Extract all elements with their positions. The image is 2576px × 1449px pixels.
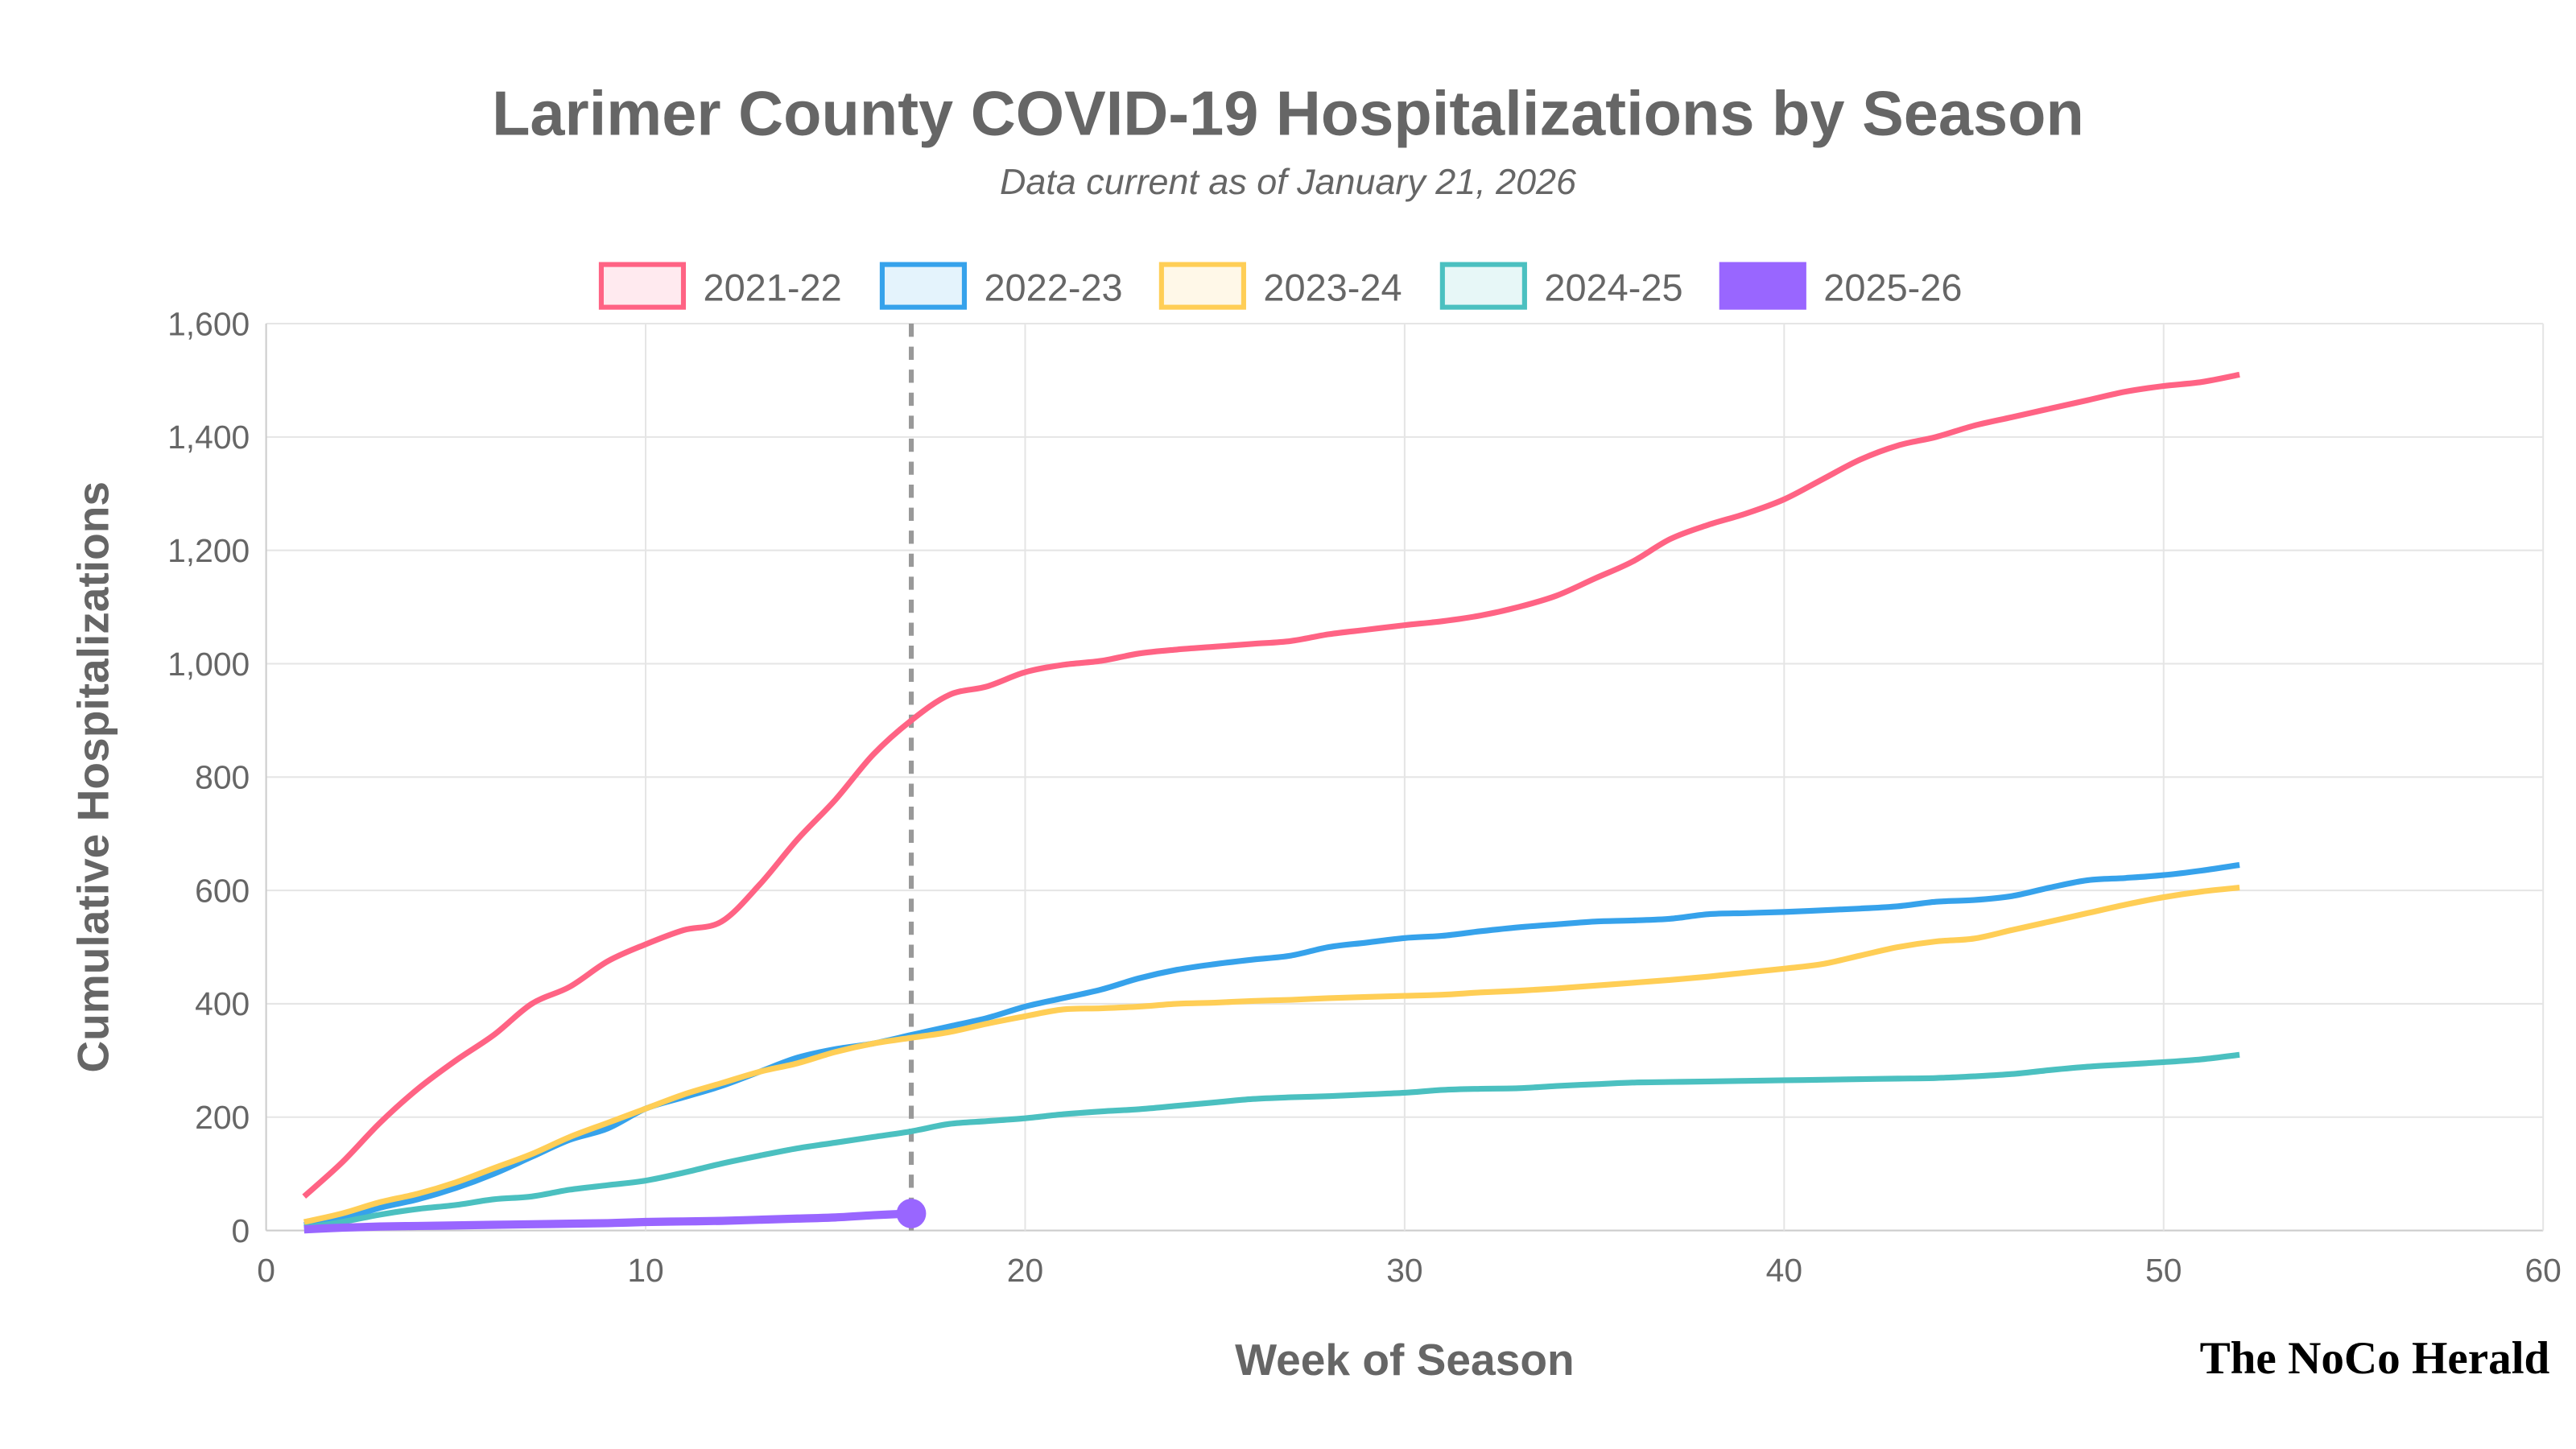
x-tick-label: 0 — [257, 1252, 275, 1289]
legend-swatch — [1158, 262, 1246, 310]
series-line-2022-23 — [303, 861, 2240, 1228]
chart-subtitle: Data current as of January 21, 2026 — [1000, 161, 1576, 202]
y-tick-label: 1,200 — [167, 532, 250, 569]
y-tick-label: 600 — [195, 872, 250, 909]
legend-swatch — [1719, 262, 1806, 310]
legend-swatch — [1439, 262, 1527, 310]
y-tick-label: 800 — [195, 759, 250, 796]
legend-label: 2023-24 — [1263, 266, 1402, 308]
x-axis-label: Week of Season — [1235, 1335, 1575, 1385]
y-tick-label: 400 — [195, 985, 250, 1022]
chart-title: Larimer County COVID-19 Hospitalizations… — [492, 79, 2084, 148]
legend-swatch — [598, 262, 687, 310]
legend-label: 2025-26 — [1823, 266, 1962, 308]
series-line-2021-22 — [302, 371, 2240, 1199]
x-tick-label: 40 — [1766, 1252, 1802, 1289]
legend-label: 2021-22 — [703, 266, 841, 308]
legend-label: 2024-25 — [1544, 266, 1682, 308]
y-tick-label: 200 — [195, 1099, 250, 1136]
y-tick-label: 0 — [232, 1212, 250, 1249]
series-line-2025-26 — [303, 1209, 912, 1234]
series-line-2024-25 — [303, 1051, 2240, 1231]
legend-swatch — [879, 262, 968, 310]
y-tick-label: 1,600 — [167, 305, 250, 342]
legend-label: 2022-23 — [984, 266, 1122, 308]
y-axis-label: Cumulative Hospitalizations — [68, 481, 118, 1073]
x-tick-label: 20 — [1007, 1252, 1043, 1289]
legend: 2021-22 2022-23 2023-24 2024-25 2025-26 — [598, 262, 1963, 310]
series-lines — [302, 371, 2240, 1234]
x-tick-label: 50 — [2145, 1252, 2182, 1289]
x-tick-label: 60 — [2524, 1252, 2561, 1289]
y-tick-label: 1,000 — [167, 646, 250, 683]
x-tick-label: 10 — [627, 1252, 663, 1289]
axes: 0 200 400 600 800 1,000 1,200 1,400 1,600 0 10 20 30… — [167, 305, 2562, 1289]
series-line-2023-24 — [303, 885, 2240, 1225]
noco-herald-logo: The NoCo Herald — [2200, 1333, 2550, 1384]
y-tick-label: 1,400 — [167, 419, 250, 456]
x-tick-label: 30 — [1386, 1252, 1422, 1289]
current-point-marker — [896, 1199, 927, 1228]
